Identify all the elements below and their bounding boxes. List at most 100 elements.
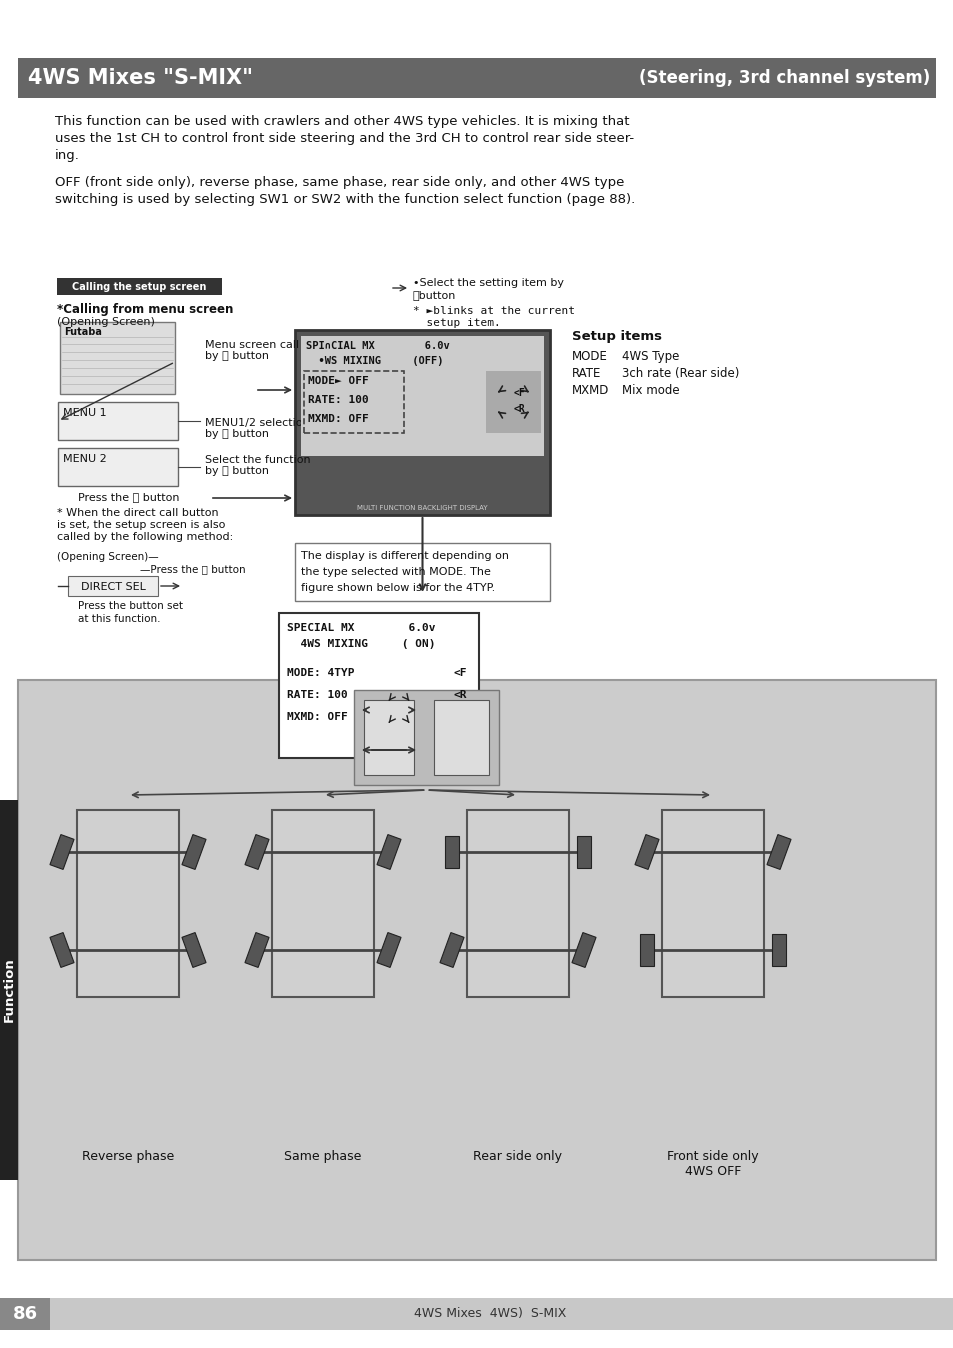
Bar xyxy=(50,834,74,869)
Text: setup item.: setup item. xyxy=(413,318,500,328)
Text: —Press the ⓘ button: —Press the ⓘ button xyxy=(140,563,245,574)
Bar xyxy=(0,1298,953,1330)
Bar xyxy=(0,1298,50,1330)
Text: RATE: 100: RATE: 100 xyxy=(308,395,369,404)
Text: by ⓘ button: by ⓘ button xyxy=(205,429,269,439)
Text: switching is used by selecting SW1 or SW2 with the function select function (pag: switching is used by selecting SW1 or SW… xyxy=(55,193,635,206)
Bar xyxy=(444,836,458,868)
Text: MODE► OFF: MODE► OFF xyxy=(308,376,369,386)
Bar xyxy=(467,810,568,998)
Text: 4WS Mixes  4WS)  S-MIX: 4WS Mixes 4WS) S-MIX xyxy=(414,1308,565,1321)
Bar xyxy=(439,933,463,968)
Text: RATE: RATE xyxy=(572,367,600,380)
Text: SPECIAL MX        6.0v: SPECIAL MX 6.0v xyxy=(287,623,435,634)
Text: Press the ⓙ button: Press the ⓙ button xyxy=(78,492,179,501)
Bar xyxy=(771,934,785,967)
Text: 4WS MIXING     ( ON): 4WS MIXING ( ON) xyxy=(287,639,435,648)
Text: MXMD: OFF: MXMD: OFF xyxy=(287,712,348,723)
Bar xyxy=(60,322,174,394)
Text: by ⓙ button: by ⓙ button xyxy=(205,466,269,476)
Text: OFF (front side only), reverse phase, same phase, rear side only, and other 4WS : OFF (front side only), reverse phase, sa… xyxy=(55,177,623,189)
Text: 4WS Mixes "S-MIX": 4WS Mixes "S-MIX" xyxy=(28,67,253,88)
Bar xyxy=(635,834,659,869)
Bar xyxy=(364,700,414,775)
Bar xyxy=(58,448,178,487)
Bar xyxy=(577,836,590,868)
Text: MXMD: OFF: MXMD: OFF xyxy=(308,414,369,425)
Text: is set, the setup screen is also: is set, the setup screen is also xyxy=(57,520,225,530)
Text: MENU 1: MENU 1 xyxy=(63,408,107,418)
Text: * ►blinks at the current: * ►blinks at the current xyxy=(413,306,575,315)
Text: (Opening Screen): (Opening Screen) xyxy=(57,317,154,328)
Text: This function can be used with crawlers and other 4WS type vehicles. It is mixin: This function can be used with crawlers … xyxy=(55,115,629,128)
Bar xyxy=(182,933,206,968)
Bar xyxy=(18,58,935,98)
Bar xyxy=(182,834,206,869)
Bar xyxy=(301,336,543,456)
Text: <R: <R xyxy=(514,404,525,414)
Text: MXMD: MXMD xyxy=(572,384,609,398)
Text: The display is different depending on: The display is different depending on xyxy=(301,551,509,561)
Text: ing.: ing. xyxy=(55,150,80,162)
Bar xyxy=(434,700,489,775)
Text: uses the 1st CH to control front side steering and the 3rd CH to control rear si: uses the 1st CH to control front side st… xyxy=(55,132,634,146)
Text: MODE: 4TYP: MODE: 4TYP xyxy=(287,669,355,678)
Text: Menu screen call: Menu screen call xyxy=(205,340,299,350)
Text: <F: <F xyxy=(514,388,525,398)
Bar xyxy=(58,402,178,439)
Text: called by the following method:: called by the following method: xyxy=(57,532,233,542)
Text: <F: <F xyxy=(454,712,467,723)
Bar xyxy=(766,834,790,869)
Text: MODE: MODE xyxy=(572,350,607,363)
Text: 86: 86 xyxy=(12,1305,37,1322)
Bar xyxy=(294,330,550,515)
Text: Press the button set: Press the button set xyxy=(78,601,183,611)
Bar xyxy=(572,933,596,968)
Text: Function: Function xyxy=(3,957,15,1022)
Text: <F: <F xyxy=(454,669,467,678)
Bar xyxy=(245,834,269,869)
Bar xyxy=(68,576,158,596)
Text: Select the function: Select the function xyxy=(205,456,311,465)
Bar xyxy=(639,934,654,967)
Text: Calling the setup screen: Calling the setup screen xyxy=(72,283,207,293)
Bar xyxy=(376,933,400,968)
Text: * When the direct call button: * When the direct call button xyxy=(57,508,218,518)
Text: RATE: 100: RATE: 100 xyxy=(287,690,348,700)
Text: 3ch rate (Rear side): 3ch rate (Rear side) xyxy=(621,367,739,380)
Text: ⓙbutton: ⓙbutton xyxy=(413,290,456,301)
Text: Rear side only: Rear side only xyxy=(473,1150,562,1163)
Bar xyxy=(18,679,935,1260)
Bar xyxy=(245,933,269,968)
Bar xyxy=(294,543,550,601)
Bar xyxy=(0,799,18,1180)
Text: •Select the setting item by: •Select the setting item by xyxy=(413,278,563,288)
Bar xyxy=(272,810,374,998)
Text: 4WS Type: 4WS Type xyxy=(621,350,679,363)
Text: the type selected with MODE. The: the type selected with MODE. The xyxy=(301,568,491,577)
Text: MULTI FUNCTION BACKLIGHT DISPLAY: MULTI FUNCTION BACKLIGHT DISPLAY xyxy=(356,506,487,511)
Text: <R: <R xyxy=(454,690,467,700)
Bar xyxy=(485,371,540,433)
Text: *Calling from menu screen: *Calling from menu screen xyxy=(57,303,233,315)
Text: Reverse phase: Reverse phase xyxy=(82,1150,174,1163)
Bar xyxy=(57,278,222,295)
Text: SPI∩CIAL MX        6.0v: SPI∩CIAL MX 6.0v xyxy=(306,341,449,350)
Bar xyxy=(50,933,74,968)
Bar xyxy=(661,810,763,998)
Bar xyxy=(354,690,498,785)
Text: Setup items: Setup items xyxy=(572,330,661,342)
Text: by ⓙ button: by ⓙ button xyxy=(205,350,269,361)
Bar xyxy=(77,810,179,998)
Text: <R: <R xyxy=(454,735,467,744)
Text: Futaba: Futaba xyxy=(64,328,102,337)
Text: DIRECT SEL: DIRECT SEL xyxy=(80,582,145,592)
Text: Mix mode: Mix mode xyxy=(621,384,679,398)
Bar xyxy=(376,834,400,869)
Text: (Opening Screen)—: (Opening Screen)— xyxy=(57,551,158,562)
Text: •WS MIXING     (OFF): •WS MIXING (OFF) xyxy=(306,356,443,367)
Text: Front side only
4WS OFF: Front side only 4WS OFF xyxy=(666,1150,758,1178)
Text: Same phase: Same phase xyxy=(284,1150,361,1163)
Text: figure shown below is for the 4TYP.: figure shown below is for the 4TYP. xyxy=(301,582,495,593)
Text: MENU 2: MENU 2 xyxy=(63,454,107,464)
